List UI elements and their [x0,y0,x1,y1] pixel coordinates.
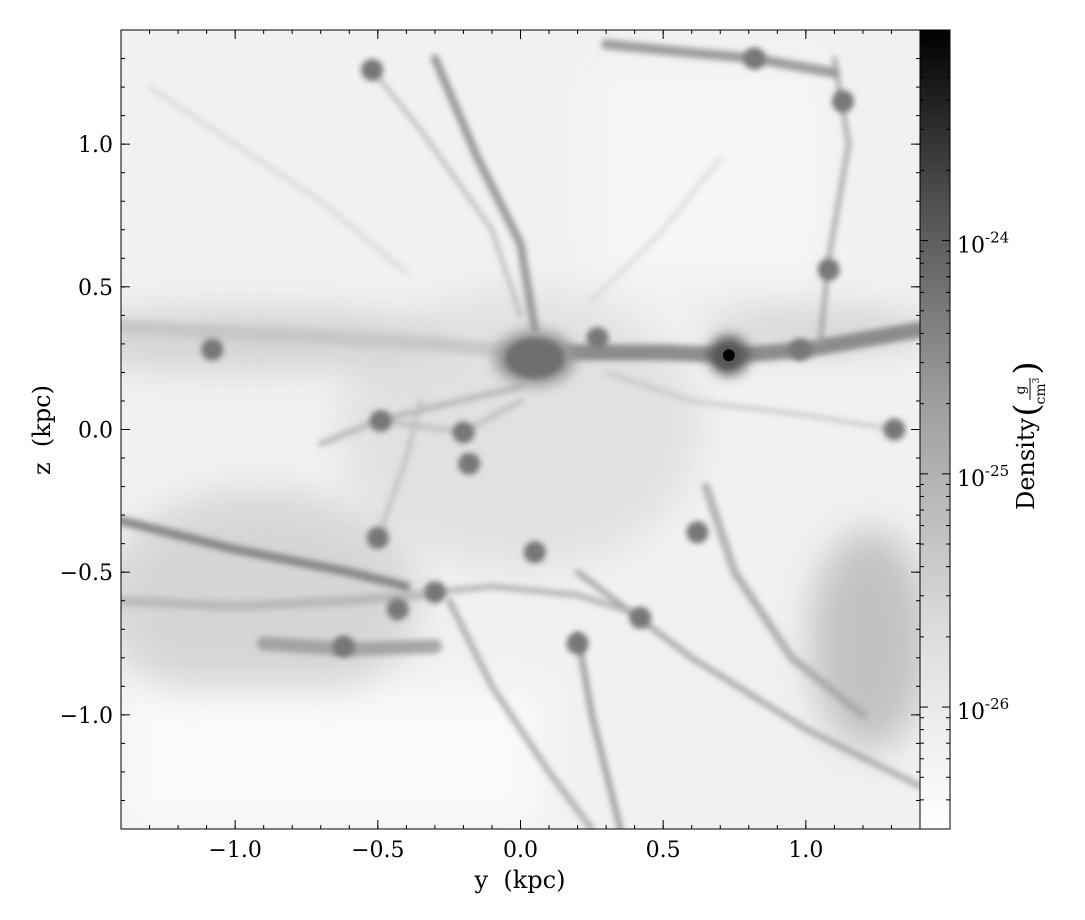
x-axis-ticks: −1.0 −0.5 0.0 0.5 1.0 [149,30,921,863]
filament [601,39,840,78]
colorbar: 10-24 10-25 10-26 Density ( g cm3 ) [919,29,1049,830]
colorbar-unit-denominator-exp: 3 [1032,377,1042,383]
clump [452,421,475,444]
clump [523,541,546,564]
clump [458,452,481,475]
x-tick-label: 0.0 [503,838,538,863]
filaments [121,39,920,829]
clump [817,258,840,281]
filament [446,597,595,829]
clump [423,581,446,604]
y-axis-ticks: −1.0 −0.5 0.0 0.5 1.0 [60,29,920,801]
colorbar-ticks: 10-24 10-25 10-26 [920,29,1009,830]
filament [430,54,539,334]
filament [574,632,624,829]
clump [743,47,766,70]
filament [375,398,424,541]
filament [121,590,426,612]
filament [590,156,722,303]
y-axis-label: z (kpc) [28,385,56,475]
clump [366,526,389,549]
x-axis-label: y (kpc) [474,866,566,894]
filament [148,85,408,275]
colorbar-tick-label: 10-24 [957,229,1009,259]
filament [370,67,523,318]
clump [789,338,812,361]
dense-core [722,349,735,362]
clump [361,58,384,81]
x-tick-label: 1.0 [788,838,823,863]
colorbar-tick-label: 10-25 [957,462,1009,492]
clump [831,90,854,113]
colorbar-label: Density ( g cm3 ) [1007,361,1049,510]
colorbar-unit-close-paren: ) [1007,361,1047,374]
clumps [201,47,906,658]
x-tick-label: 0.5 [646,838,681,863]
clump [566,632,589,655]
clump [201,338,224,361]
x-tick-label: −1.0 [208,838,261,863]
filament [121,516,411,591]
filament [431,583,644,618]
colorbar-unit-denominator: cm3 [1032,377,1049,404]
colorbar-unit-numerator: g [1013,385,1029,394]
y-tick-label: −1.0 [60,704,113,729]
filament [702,482,867,719]
y-tick-label: 0.5 [78,276,113,301]
density-heatmap [121,30,920,829]
filament [604,370,897,432]
clump [686,521,709,544]
void-bottom [121,690,541,829]
colorbar-unit-open-paren: ( [1007,403,1047,416]
x-tick-label: −0.5 [351,838,404,863]
clump [586,327,609,350]
filament [121,319,528,360]
y-tick-label: 0.0 [78,419,113,444]
colorbar-unit-denominator-base: cm [1033,383,1049,404]
y-tick-label: −0.5 [60,561,113,586]
colorbar-tick-label: 10-26 [957,695,1009,725]
clump [883,418,906,441]
colorbar-label-text: Density [1012,418,1040,511]
colorbar-gradient [919,29,951,830]
clump [332,635,355,658]
diffuse-bottom-right [810,530,920,750]
central-clump [504,337,565,379]
y-tick-label: 1.0 [78,133,113,158]
filament [317,383,524,447]
clump [629,606,652,629]
clump [369,409,392,432]
clump [386,598,409,621]
